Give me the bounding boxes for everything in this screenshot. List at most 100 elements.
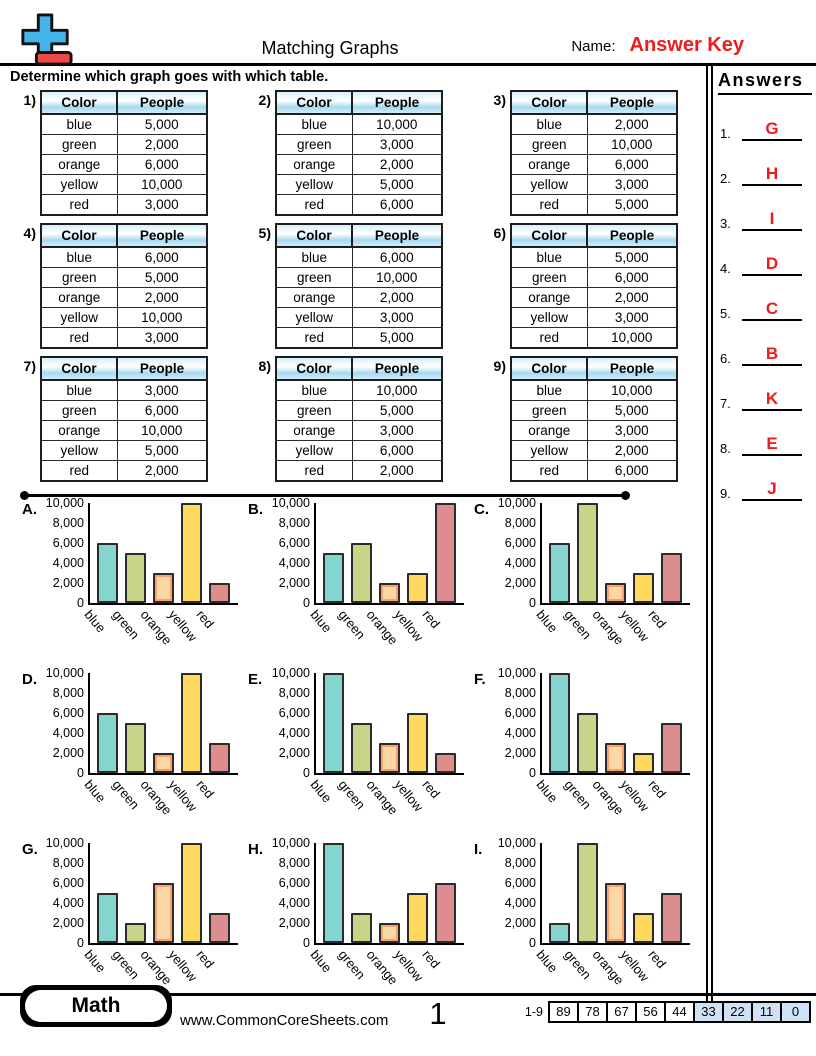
table-row: yellow 10,000 [40,307,208,328]
table-header-cell: Color [40,223,118,248]
color-cell: orange [40,154,118,175]
x-axis-label: blue [533,607,561,636]
name-area: Name: Answer Key [571,34,744,57]
table-header-cell: People [351,223,443,248]
chart-label: E. [248,671,263,688]
y-axis-tick-label: 6,000 [52,536,84,550]
answers-title: Answers [718,70,812,95]
bar-red [435,503,456,603]
score-cell: 78 [577,1001,608,1023]
y-axis-tick-label: 8,000 [52,686,84,700]
people-cell: 6,000 [116,400,208,421]
answer-blank: E [742,434,802,456]
people-cell: 5,000 [586,246,678,268]
answer-item: 7. K [720,385,816,411]
chart-label: G. [22,841,38,858]
y-axis-tick-label: 10,000 [271,666,310,680]
color-cell: blue [510,379,588,401]
answers-panel: Answers 1. G 2. H 3. I 4. D 5. C 6. B 7. K 8. E 9. J [706,66,816,1012]
table-row: red 5,000 [275,327,443,349]
color-people-table: Color People blue 3,000 green 6,000 orange 10,0… [40,356,208,482]
color-cell: yellow [40,440,118,461]
answer-item: 2. H [720,160,816,186]
score-cell-graded: 22 [722,1001,753,1023]
x-axis-label: green [335,947,369,983]
color-cell: yellow [510,440,588,461]
people-cell: 2,000 [586,113,678,135]
answer-letter: H [765,164,779,183]
color-cell: green [40,267,118,288]
bar-yellow [181,673,202,773]
worksheet-content: 1) Color People blue 5,000 green 2,000 orange 6,… [0,66,706,997]
table-block: 4) Color People blue 6,000 green 5,000 orange 2,… [10,223,245,349]
people-cell: 10,000 [116,420,208,441]
y-axis-tick-label: 4,000 [278,896,310,910]
people-cell: 5,000 [586,400,678,421]
table-row: blue 2,000 [510,113,678,135]
y-axis-tick-label: 0 [529,596,536,610]
answer-number: 1. [720,126,731,141]
bar-yellow [181,843,202,943]
color-cell: green [275,267,353,288]
bar-yellow [407,713,428,773]
bar-orange [605,883,626,943]
color-cell: red [510,460,588,482]
x-axis-label: red [645,947,670,972]
color-cell: orange [40,287,118,308]
color-cell: blue [510,113,588,135]
table-row: red 2,000 [275,460,443,482]
bar-chart-d: D. 0 2,000 4,000 6,000 8,000 10,000 blue green or… [22,666,248,827]
bar-yellow [407,573,428,603]
table-header-row: Color People [40,90,208,115]
bar-blue [549,673,570,773]
y-axis-tick-label: 2,000 [278,746,310,760]
page-number: 1 [429,996,447,1031]
chart-label: B. [248,501,263,518]
bar-green [125,723,146,773]
bar-orange [379,923,400,943]
x-axis-label: red [645,777,670,802]
bar-orange [605,583,626,603]
score-range-label: 1-9 [524,1005,543,1019]
table-header-row: Color People [40,223,208,248]
people-cell: 5,000 [116,113,208,135]
answer-letter: G [765,119,779,138]
table-header-cell: Color [275,90,353,115]
answers-list: 1. G 2. H 3. I 4. D 5. C 6. B 7. K 8. E 9. J [708,115,816,501]
table-row: orange 3,000 [510,420,678,441]
chart-label: D. [22,671,37,688]
table-row: red 2,000 [40,460,208,482]
table-number: 3) [493,92,506,108]
table-row: blue 3,000 [40,379,208,401]
table-header-cell: Color [40,90,118,115]
x-axis-label: red [193,607,218,632]
table-header-row: Color People [510,90,678,115]
y-axis-tick-label: 2,000 [504,916,536,930]
x-axis-label: blue [307,777,335,806]
people-cell: 6,000 [586,267,678,288]
bar-green [351,913,372,943]
table-header-cell: Color [275,356,353,381]
bar-blue [323,843,344,943]
y-axis-tick-label: 8,000 [52,516,84,530]
x-axis-label: red [419,607,444,632]
answer-letter: E [766,434,778,453]
table-header-cell: People [116,356,208,381]
answer-blank: I [742,209,802,231]
bar-orange [153,753,174,773]
color-cell: blue [510,246,588,268]
color-cell: red [40,327,118,349]
bar-green [577,503,598,603]
x-axis-label: blue [81,947,109,976]
name-label: Name: [571,38,616,55]
bar-green [125,553,146,603]
y-axis-tick-label: 8,000 [278,516,310,530]
y-axis-tick-label: 2,000 [52,746,84,760]
table-row: red 3,000 [40,194,208,216]
x-axis-label: blue [533,947,561,976]
bar-chart-c: C. 0 2,000 4,000 6,000 8,000 10,000 blue green or… [474,496,700,657]
bar-green [577,843,598,943]
y-axis-tick-label: 8,000 [52,856,84,870]
color-people-table: Color People blue 5,000 green 6,000 orange 2,00… [510,223,678,349]
table-header-cell: People [586,90,678,115]
